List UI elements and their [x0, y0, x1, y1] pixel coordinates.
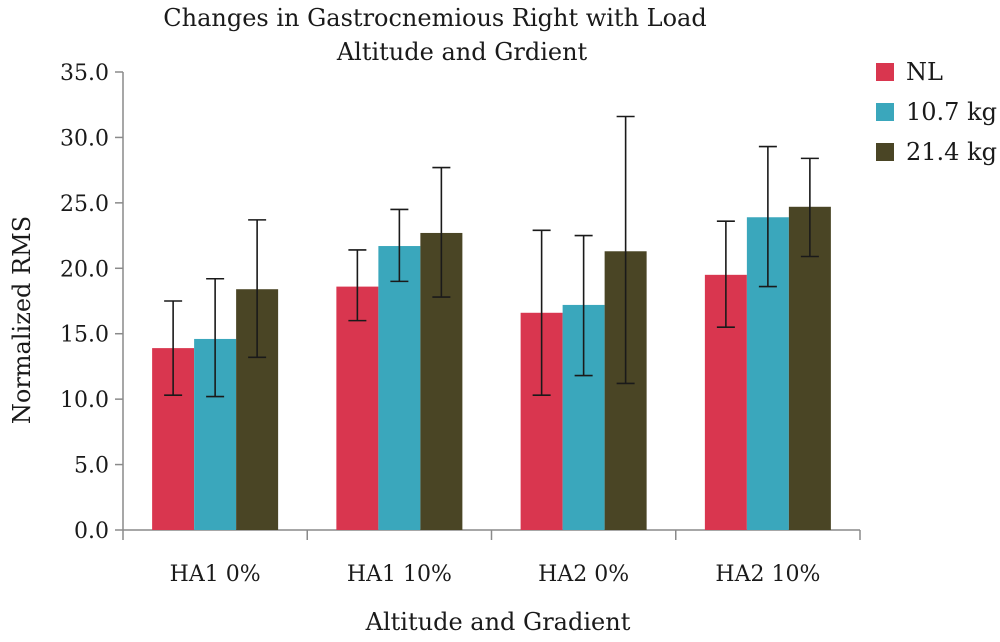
y-tick-label: 5.0 [74, 454, 109, 479]
legend-label: 21.4 kg [906, 138, 997, 166]
y-tick-label: 30.0 [60, 126, 109, 151]
chart-title-line2: Altitude and Grdient [336, 38, 588, 66]
bar [378, 246, 421, 531]
y-tick-label: 35.0 [60, 61, 109, 86]
x-tick-label: HA1 10% [347, 562, 452, 587]
x-axis-label: Altitude and Gradient [365, 608, 631, 636]
y-tick-label: 20.0 [60, 257, 109, 282]
y-tick-label: 25.0 [60, 192, 109, 217]
plot-area: 0.0 5.0 10.0 15.0 20.0 25.0 30.0 35.0 HA1 0% HA1 … [60, 61, 861, 587]
y-tick-label: 0.0 [74, 519, 109, 544]
legend: NL 10.7 kg 21.4 kg [876, 58, 997, 166]
chart-title-line1: Changes in Gastrocnemious Right with Loa… [163, 4, 706, 32]
y-tick-label: 10.0 [60, 388, 109, 413]
bar [788, 206, 831, 531]
y-tick-label: 15.0 [60, 323, 109, 348]
legend-label: 10.7 kg [906, 98, 997, 126]
x-tick-label: HA2 0% [538, 562, 629, 587]
bar [336, 286, 379, 530]
legend-swatch [876, 143, 894, 161]
x-tick-label: HA2 10% [715, 562, 820, 587]
y-axis-label: Normalized RMS [8, 216, 36, 424]
x-tick-label: HA1 0% [170, 562, 261, 587]
legend-swatch [876, 63, 894, 81]
legend-swatch [876, 103, 894, 121]
legend-label: NL [906, 58, 943, 86]
